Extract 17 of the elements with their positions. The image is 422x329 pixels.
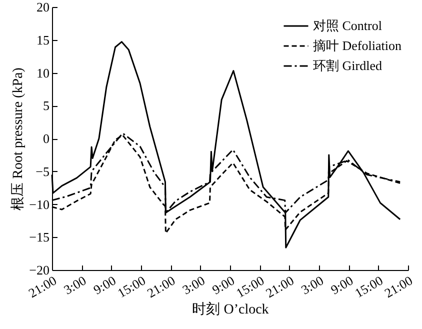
x-tick-label: 3:00 bbox=[298, 272, 326, 298]
y-tick-label: 5 bbox=[43, 98, 50, 114]
x-axis-title: 时刻 O’clock bbox=[192, 302, 269, 318]
y-tick-label: 15 bbox=[36, 32, 50, 48]
y-axis-title: 根压 Root pressure (kPa) bbox=[10, 67, 26, 210]
legend-label: 对照 Control bbox=[313, 18, 382, 33]
y-tick-label: 0 bbox=[43, 131, 50, 146]
legend-label: 环割 Girdled bbox=[313, 58, 382, 73]
legend-label: 摘叶 Defoliation bbox=[313, 38, 402, 53]
y-tick-label: 20 bbox=[36, 0, 50, 14]
y-tick-label: −5 bbox=[36, 164, 50, 179]
x-tick-label: 3:00 bbox=[61, 272, 89, 298]
y-tick-label: 10 bbox=[36, 65, 50, 80]
x-tick-label: 3:00 bbox=[180, 272, 208, 298]
y-tick-label: −15 bbox=[29, 230, 50, 245]
y-tick-label: −20 bbox=[29, 262, 50, 278]
y-tick-label: −10 bbox=[29, 196, 50, 212]
